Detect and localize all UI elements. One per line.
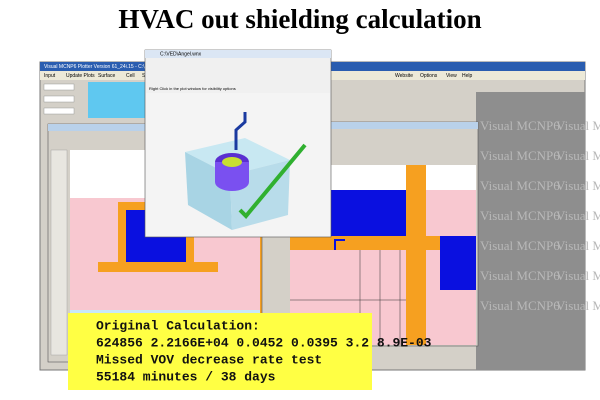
menu-item: Cell — [126, 73, 135, 79]
result-line: 624856 2.2166E+04 0.0452 0.0395 3.2 8.9E… — [96, 335, 432, 350]
menu-item: Website — [395, 73, 413, 79]
popup-hint: Right Click in the plot window for visib… — [149, 86, 236, 91]
watermark: Visual MCNP6 — [480, 208, 560, 223]
watermark: Visual MCNP6 — [556, 178, 600, 193]
slide-title: HVAC out shielding calculation — [118, 4, 481, 34]
model-3d — [185, 112, 307, 230]
result-box — [68, 313, 372, 390]
menu-item: View — [446, 73, 457, 79]
result-line: Original Calculation: — [96, 318, 260, 333]
menu-item: Help — [462, 73, 473, 79]
menu-item: Options — [420, 73, 438, 79]
title-bar — [145, 50, 331, 58]
watermark: Visual MCNP6 — [480, 148, 560, 163]
window-title: Visual MCNP6 Plotter Version 61_24i.15 -… — [44, 64, 156, 70]
watermark: Visual MCNP6 — [480, 118, 560, 133]
watermark: Visual MCNP6 — [480, 268, 560, 283]
watermark: Visual MCNP6 — [480, 238, 560, 253]
watermark: Visual MCNP6 — [556, 298, 600, 313]
watermark: Visual MCNP6 — [556, 118, 600, 133]
menu-item: Input — [44, 73, 56, 79]
gray-area — [476, 92, 585, 370]
message-box — [88, 82, 146, 118]
menu-item: Update Plots — [66, 73, 95, 79]
result-line: 55184 minutes / 38 days — [96, 369, 276, 384]
result-line: Missed VOV decrease rate test — [96, 352, 322, 367]
watermark: Visual MCNP6 — [556, 238, 600, 253]
title-bar — [262, 122, 478, 129]
left-sidebar — [50, 149, 68, 356]
watermark: Visual MCNP6 — [556, 268, 600, 283]
watermark: Visual MCNP6 — [556, 208, 600, 223]
left-controls — [43, 83, 75, 115]
result-lines: Original Calculation: 624856 2.2166E+04 0… — [96, 318, 432, 384]
watermark: Visual MCNP6 — [556, 148, 600, 163]
watermark: Visual MCNP6 — [480, 298, 560, 313]
menu-item: Surface — [98, 73, 115, 79]
popup-title: C:\VED\Angel.wnx — [160, 51, 202, 57]
watermark: Visual MCNP6 — [480, 178, 560, 193]
